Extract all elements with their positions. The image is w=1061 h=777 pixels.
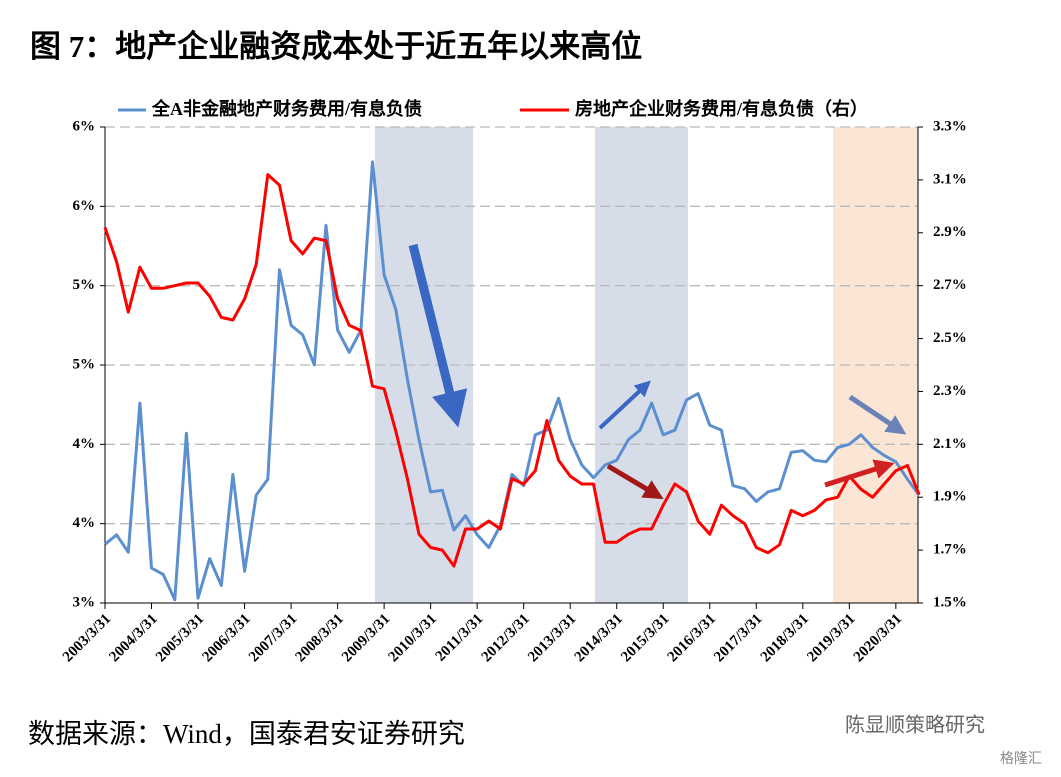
trend-arrow bbox=[598, 380, 651, 430]
x-tick-label: 2008/3/31 bbox=[293, 611, 347, 665]
x-tick-label: 2020/3/31 bbox=[851, 611, 905, 665]
y2-tick-label: 1.5% bbox=[933, 594, 967, 610]
y-tick-label: 3% bbox=[73, 594, 96, 610]
x-tick-label: 2012/3/31 bbox=[479, 611, 533, 665]
legend-label: 全A非金融地产财务费用/有息负债 bbox=[151, 98, 422, 119]
series-line bbox=[104, 160, 921, 602]
logo: 格隆汇 bbox=[1000, 751, 1042, 767]
x-tick-label: 2004/3/31 bbox=[106, 611, 160, 665]
y-tick-label: 5% bbox=[73, 277, 96, 293]
x-tick-label: 2007/3/31 bbox=[246, 611, 300, 665]
series-line bbox=[103, 173, 921, 568]
legend-label: 房地产企业财务费用/有息负债（右） bbox=[575, 98, 868, 119]
y2-tick-label: 2.7% bbox=[933, 277, 967, 293]
y2-tick-label: 2.3% bbox=[933, 383, 967, 399]
x-tick-label: 2017/3/31 bbox=[711, 611, 765, 665]
x-tick-label: 2010/3/31 bbox=[386, 611, 440, 665]
x-tick-label: 2015/3/31 bbox=[618, 611, 672, 665]
x-tick-label: 2016/3/31 bbox=[665, 611, 719, 665]
chart-title: 图 7：地产企业融资成本处于近五年以来高位 bbox=[30, 29, 642, 64]
y2-tick-label: 2.1% bbox=[933, 436, 967, 452]
trend-arrow bbox=[408, 243, 468, 428]
trend-arrow bbox=[848, 394, 907, 435]
y-tick-label: 4% bbox=[73, 436, 96, 452]
x-tick-label: 2009/3/31 bbox=[339, 611, 393, 665]
y2-tick-label: 2.9% bbox=[933, 224, 967, 240]
y2-tick-label: 1.7% bbox=[933, 542, 967, 558]
y2-tick-label: 2.5% bbox=[933, 330, 967, 346]
x-tick-label: 2019/3/31 bbox=[804, 611, 858, 665]
y2-tick-label: 3.1% bbox=[933, 171, 967, 187]
x-tick-label: 2013/3/31 bbox=[525, 611, 579, 665]
y2-tick-label: 3.3% bbox=[933, 118, 967, 134]
trend-arrow bbox=[824, 459, 895, 488]
x-tick-label: 2003/3/31 bbox=[60, 611, 114, 665]
x-tick-label: 2011/3/31 bbox=[433, 611, 487, 665]
x-tick-label: 2006/3/31 bbox=[199, 611, 253, 665]
x-tick-label: 2018/3/31 bbox=[758, 611, 812, 665]
watermark: 陈显顺策略研究 bbox=[845, 714, 985, 737]
shaded-period bbox=[595, 127, 688, 603]
y-tick-label: 4% bbox=[73, 515, 96, 531]
y-tick-label: 6% bbox=[73, 118, 96, 134]
y-tick-label: 6% bbox=[73, 198, 96, 214]
y-tick-label: 5% bbox=[73, 356, 96, 372]
x-tick-label: 2005/3/31 bbox=[153, 611, 207, 665]
x-tick-label: 2014/3/31 bbox=[572, 611, 626, 665]
trend-arrow bbox=[606, 463, 664, 500]
source-note: 数据来源：Wind，国泰君安证券研究 bbox=[28, 719, 465, 749]
y2-tick-label: 1.9% bbox=[933, 489, 967, 505]
